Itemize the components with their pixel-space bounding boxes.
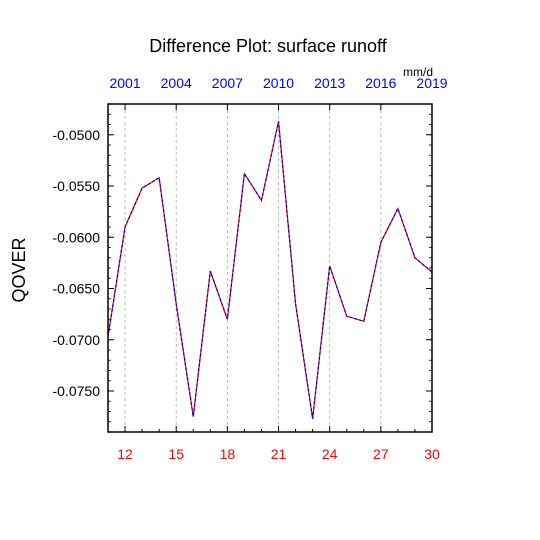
x-tick-label-top: 2007 [212, 75, 243, 91]
plot-frame [107, 103, 433, 433]
x-tick-label-top: 2016 [365, 75, 396, 91]
x-axis-bottom-ticks: 12 15 18 21 24 27 30 [107, 426, 440, 462]
y-tick-label: -0.0500 [53, 127, 101, 143]
series-line-overlay [107, 121, 433, 419]
x-tick-label-bottom: 12 [117, 446, 133, 462]
y-axis-label: QOVER [9, 237, 29, 302]
x-tick-label-bottom: 15 [168, 446, 184, 462]
x-axis-top-ticks: 2001 2004 2007 2010 2013 2016 2019 [109, 75, 448, 110]
x-tick-label-bottom: 21 [271, 446, 287, 462]
x-tick-label-bottom: 18 [220, 446, 236, 462]
x-tick-label-top: 2004 [161, 75, 192, 91]
x-tick-label-bottom: 27 [373, 446, 389, 462]
x-tick-label-top: 2001 [109, 75, 140, 91]
series-group [107, 121, 433, 419]
series-line-base [107, 121, 433, 419]
y-tick-label: -0.0650 [53, 281, 101, 297]
x-tick-label-bottom: 24 [322, 446, 338, 462]
x-tick-label-top: 2013 [314, 75, 345, 91]
chart-title: Difference Plot: surface runoff [149, 36, 387, 56]
units-label: mm/d [403, 65, 433, 79]
y-tick-label: -0.0600 [53, 229, 101, 245]
y-tick-label: -0.0750 [53, 383, 101, 399]
x-tick-label-bottom: 30 [424, 446, 440, 462]
y-tick-label: -0.0700 [53, 332, 101, 348]
y-axis-ticks: -0.0500 -0.0550 -0.0600 -0.0650 -0.0700 -0.07… [53, 113, 432, 423]
y-tick-label: -0.0550 [53, 178, 101, 194]
x-tick-label-top: 2010 [263, 75, 294, 91]
x-tick-label-top: 2019 [416, 75, 447, 91]
